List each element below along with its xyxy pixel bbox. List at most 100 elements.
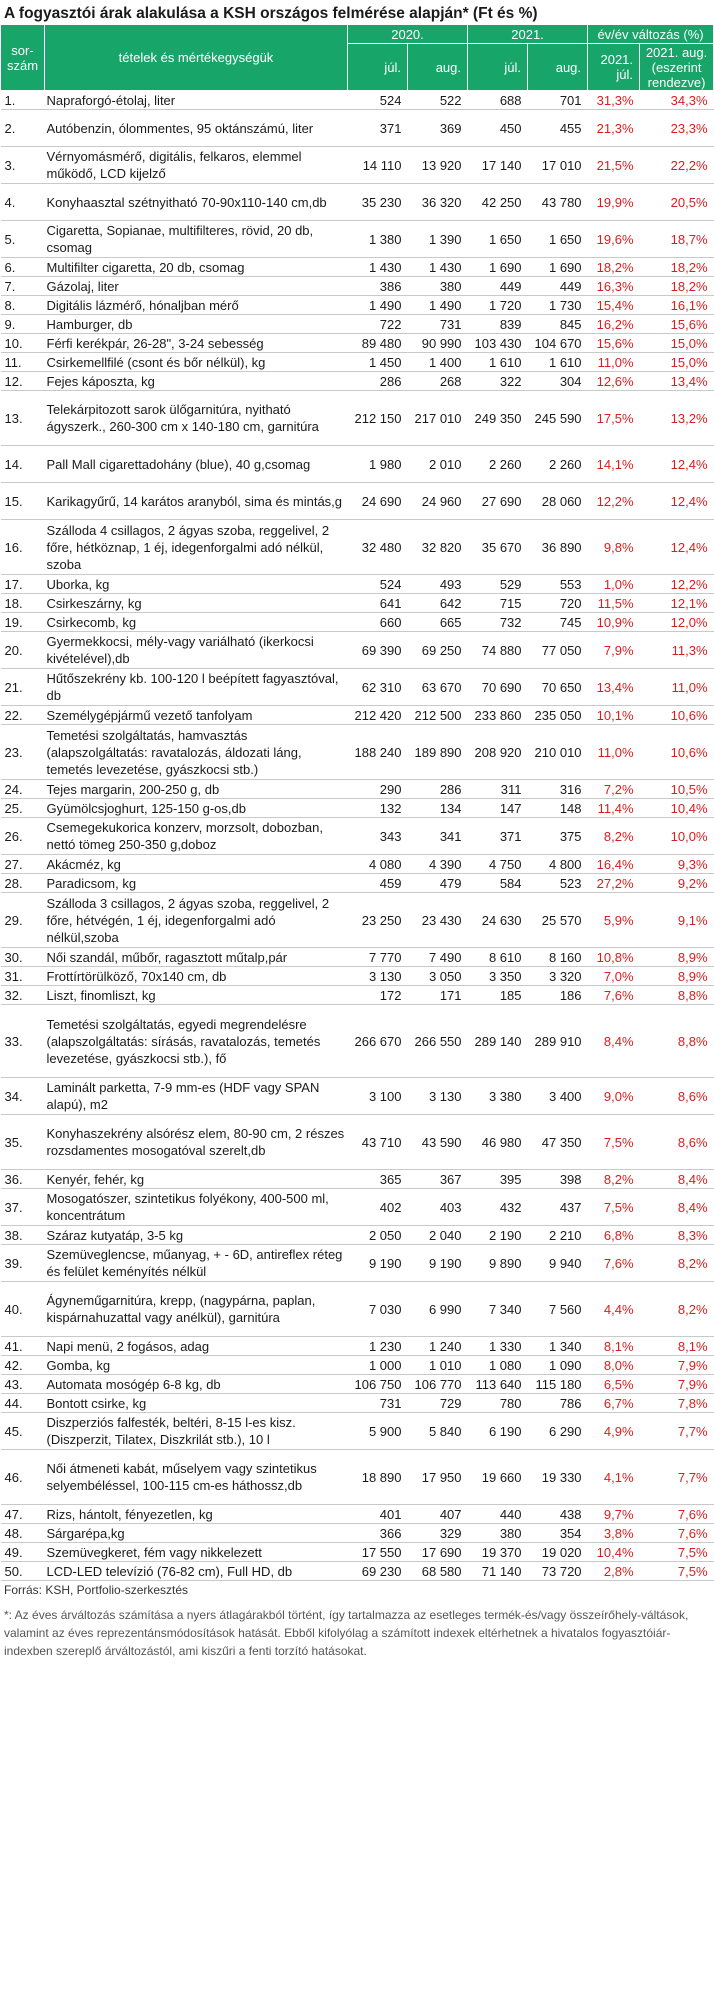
change-jul: 16,3%: [587, 276, 640, 296]
price-2020-jul: 459: [347, 873, 408, 893]
price-2020-aug: 380: [407, 276, 468, 296]
table-row: 40. Ágyneműgarnitúra, krepp, (nagypárna, …: [0, 1281, 714, 1337]
price-2021-jul: 432: [467, 1188, 528, 1226]
row-number: 15.: [0, 482, 45, 520]
item-name: Multifilter cigaretta, 20 db, csomag: [44, 257, 348, 277]
table-body: 1. Napraforgó-étolaj, liter 524 522 688 701 31…: [0, 90, 714, 1581]
change-aug: 8,9%: [639, 966, 714, 986]
change-aug: 7,8%: [639, 1393, 714, 1413]
change-jul: 21,3%: [587, 109, 640, 147]
price-2021-aug: 1 650: [527, 220, 588, 258]
price-2020-aug: 32 820: [407, 519, 468, 575]
table-row: 26. Csemegekukorica konzerv, morzsolt, do…: [0, 817, 714, 855]
price-2021-aug: 1 730: [527, 295, 588, 315]
change-aug: 10,0%: [639, 817, 714, 855]
price-2020-jul: 35 230: [347, 183, 408, 221]
item-name: Napraforgó-étolaj, liter: [44, 90, 348, 110]
price-2021-aug: 720: [527, 593, 588, 613]
price-2021-jul: 1 610: [467, 352, 528, 372]
item-name: Férfi kerékpár, 26-28", 3-24 sebesség: [44, 333, 348, 353]
change-jul: 4,4%: [587, 1281, 640, 1337]
price-2021-aug: 1 610: [527, 352, 588, 372]
table-row: 30. Női szandál, műbőr, ragasztott műtalp…: [0, 947, 714, 967]
row-number: 50.: [0, 1561, 45, 1581]
price-2021-jul: 311: [467, 779, 528, 799]
item-name: Digitális lázmérő, hónaljban mérő: [44, 295, 348, 315]
price-2020-aug: 23 430: [407, 892, 468, 948]
change-jul: 7,6%: [587, 985, 640, 1005]
price-2020-jul: 371: [347, 109, 408, 147]
price-2020-jul: 366: [347, 1523, 408, 1543]
price-2020-aug: 1 430: [407, 257, 468, 277]
header-change-jul: 2021. júl.: [587, 43, 641, 91]
price-2020-aug: 407: [407, 1504, 468, 1524]
price-2020-aug: 43 590: [407, 1114, 468, 1170]
change-jul: 19,9%: [587, 183, 640, 221]
price-2020-jul: 4 080: [347, 854, 408, 874]
price-2020-aug: 189 890: [407, 724, 468, 780]
table-row: 6. Multifilter cigaretta, 20 db, csomag 1 …: [0, 257, 714, 277]
price-2021-aug: 70 650: [527, 668, 588, 706]
row-number: 43.: [0, 1374, 45, 1394]
price-2020-aug: 1 490: [407, 295, 468, 315]
change-jul: 8,1%: [587, 1336, 640, 1356]
row-number: 7.: [0, 276, 45, 296]
price-2021-jul: 249 350: [467, 390, 528, 446]
price-2020-jul: 3 100: [347, 1077, 408, 1115]
item-name: Csirkecomb, kg: [44, 612, 348, 632]
price-2021-aug: 77 050: [527, 631, 588, 669]
change-jul: 9,0%: [587, 1077, 640, 1115]
price-2020-aug: 403: [407, 1188, 468, 1226]
change-jul: 8,2%: [587, 1169, 640, 1189]
price-2021-jul: 3 380: [467, 1077, 528, 1115]
price-2021-jul: 3 350: [467, 966, 528, 986]
price-2021-aug: 2 210: [527, 1225, 588, 1245]
change-aug: 8,8%: [639, 1004, 714, 1078]
price-2020-aug: 2 010: [407, 445, 468, 483]
change-jul: 3,8%: [587, 1523, 640, 1543]
price-2021-aug: 289 910: [527, 1004, 588, 1078]
row-number: 4.: [0, 183, 45, 221]
price-2021-aug: 523: [527, 873, 588, 893]
price-2021-aug: 1 340: [527, 1336, 588, 1356]
price-2020-jul: 722: [347, 314, 408, 334]
change-aug: 9,2%: [639, 873, 714, 893]
price-2020-aug: 369: [407, 109, 468, 147]
table-row: 18. Csirkeszárny, kg 641 642 715 720 11,5% 12,1…: [0, 593, 714, 613]
change-jul: 19,6%: [587, 220, 640, 258]
change-aug: 15,0%: [639, 333, 714, 353]
row-number: 40.: [0, 1281, 45, 1337]
change-aug: 10,4%: [639, 798, 714, 818]
price-2020-aug: 17 690: [407, 1542, 468, 1562]
price-2021-aug: 398: [527, 1169, 588, 1189]
item-name: Liszt, finomliszt, kg: [44, 985, 348, 1005]
price-2021-jul: 233 860: [467, 705, 528, 725]
price-2020-aug: 17 950: [407, 1449, 468, 1505]
item-name: Tejes margarin, 200-250 g, db: [44, 779, 348, 799]
price-2020-aug: 13 920: [407, 146, 468, 184]
price-2020-jul: 1 980: [347, 445, 408, 483]
price-2021-aug: 438: [527, 1504, 588, 1524]
table-row: 2. Autóbenzin, ólommentes, 95 oktánszámú,…: [0, 109, 714, 147]
change-aug: 9,3%: [639, 854, 714, 874]
price-2020-aug: 217 010: [407, 390, 468, 446]
change-aug: 11,3%: [639, 631, 714, 669]
row-number: 21.: [0, 668, 45, 706]
change-aug: 18,2%: [639, 257, 714, 277]
table-row: 23. Temetési szolgáltatás, hamvasztás (al…: [0, 724, 714, 780]
price-2021-jul: 19 370: [467, 1542, 528, 1562]
table-row: 27. Akácméz, kg 4 080 4 390 4 750 4 800 16,4% 9…: [0, 854, 714, 874]
price-2020-aug: 642: [407, 593, 468, 613]
price-2021-aug: 3 320: [527, 966, 588, 986]
item-name: Gyümölcsjoghurt, 125-150 g-os,db: [44, 798, 348, 818]
row-number: 35.: [0, 1114, 45, 1170]
price-2021-jul: 732: [467, 612, 528, 632]
item-name: Bontott csirke, kg: [44, 1393, 348, 1413]
table-row: 28. Paradicsom, kg 459 479 584 523 27,2% 9,2%: [0, 873, 714, 893]
change-jul: 7,9%: [587, 631, 640, 669]
price-2021-jul: 529: [467, 574, 528, 594]
table-row: 16. Szálloda 4 csillagos, 2 ágyas szoba, …: [0, 519, 714, 575]
item-name: Gomba, kg: [44, 1355, 348, 1375]
price-2021-jul: 185: [467, 985, 528, 1005]
change-jul: 12,6%: [587, 371, 640, 391]
